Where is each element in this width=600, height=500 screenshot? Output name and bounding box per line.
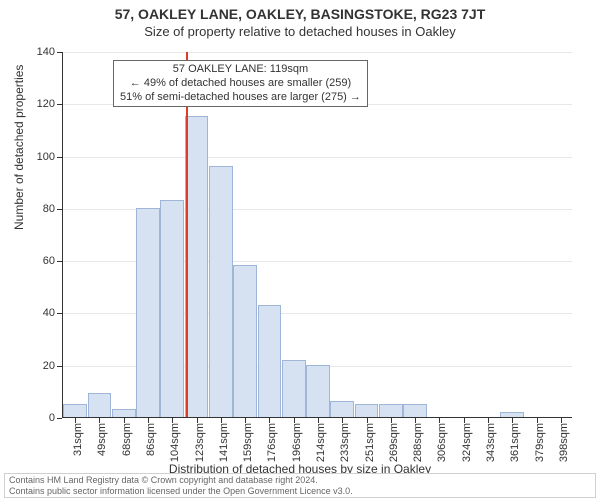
chart-title-main: 57, OAKLEY LANE, OAKLEY, BASINGSTOKE, RG… bbox=[0, 6, 600, 22]
x-tick-label: 306sqm bbox=[436, 423, 448, 462]
annotation-line-2: ← 49% of detached houses are smaller (25… bbox=[120, 77, 361, 91]
annotation-line-3: 51% of semi-detached houses are larger (… bbox=[120, 91, 361, 105]
histogram-bar bbox=[63, 404, 87, 417]
x-tick-label: 361sqm bbox=[509, 423, 521, 462]
histogram-bar bbox=[403, 404, 427, 417]
x-tick-label: 176sqm bbox=[266, 423, 278, 462]
x-tick-label: 233sqm bbox=[339, 423, 351, 462]
x-tick-label: 343sqm bbox=[485, 423, 497, 462]
x-tick-label: 269sqm bbox=[388, 423, 400, 462]
histogram-bar bbox=[209, 166, 233, 417]
footer-line-1: Contains HM Land Registry data © Crown c… bbox=[9, 475, 591, 485]
x-tick-label: 68sqm bbox=[121, 423, 133, 456]
y-tick-label: 20 bbox=[43, 360, 63, 372]
x-tick-label: 324sqm bbox=[461, 423, 473, 462]
gridline bbox=[63, 157, 572, 158]
x-tick-label: 159sqm bbox=[242, 423, 254, 462]
histogram-bar bbox=[136, 208, 160, 417]
x-tick-label: 123sqm bbox=[194, 423, 206, 462]
x-tick-label: 251sqm bbox=[364, 423, 376, 462]
annotation-line-1: 57 OAKLEY LANE: 119sqm bbox=[120, 63, 361, 77]
annotation-box: 57 OAKLEY LANE: 119sqm ← 49% of detached… bbox=[113, 60, 368, 107]
chart-title-sub: Size of property relative to detached ho… bbox=[0, 24, 600, 39]
y-tick-label: 80 bbox=[43, 203, 63, 215]
y-tick-label: 40 bbox=[43, 307, 63, 319]
y-axis-label: Number of detached properties bbox=[12, 65, 26, 230]
x-tick-label: 49sqm bbox=[96, 423, 108, 456]
x-tick-label: 214sqm bbox=[315, 423, 327, 462]
attribution-footer: Contains HM Land Registry data © Crown c… bbox=[4, 473, 596, 498]
histogram-bar bbox=[500, 412, 524, 417]
histogram-bar bbox=[306, 365, 330, 417]
histogram-bar bbox=[160, 200, 184, 417]
histogram-bar bbox=[330, 401, 354, 417]
gridline bbox=[63, 52, 572, 53]
x-tick-label: 288sqm bbox=[412, 423, 424, 462]
y-tick-label: 140 bbox=[37, 46, 63, 58]
histogram-plot: 02040608010012014031sqm49sqm68sqm86sqm10… bbox=[62, 52, 572, 418]
x-tick-label: 104sqm bbox=[169, 423, 181, 462]
x-tick-label: 86sqm bbox=[145, 423, 157, 456]
x-tick-label: 141sqm bbox=[218, 423, 230, 462]
y-tick-label: 120 bbox=[37, 98, 63, 110]
x-tick-label: 398sqm bbox=[558, 423, 570, 462]
histogram-bar bbox=[379, 404, 403, 417]
histogram-bar bbox=[282, 360, 306, 418]
histogram-bar bbox=[88, 393, 112, 417]
histogram-bar bbox=[355, 404, 379, 417]
y-tick-label: 60 bbox=[43, 255, 63, 267]
x-tick-label: 379sqm bbox=[534, 423, 546, 462]
y-tick-label: 0 bbox=[49, 412, 63, 424]
footer-line-2: Contains public sector information licen… bbox=[9, 486, 591, 496]
histogram-bar bbox=[258, 305, 282, 417]
x-tick-label: 31sqm bbox=[72, 423, 84, 456]
histogram-bar bbox=[185, 116, 209, 417]
histogram-bar bbox=[112, 409, 136, 417]
y-tick-label: 100 bbox=[37, 151, 63, 163]
x-tick-label: 196sqm bbox=[291, 423, 303, 462]
histogram-bar bbox=[233, 265, 257, 417]
